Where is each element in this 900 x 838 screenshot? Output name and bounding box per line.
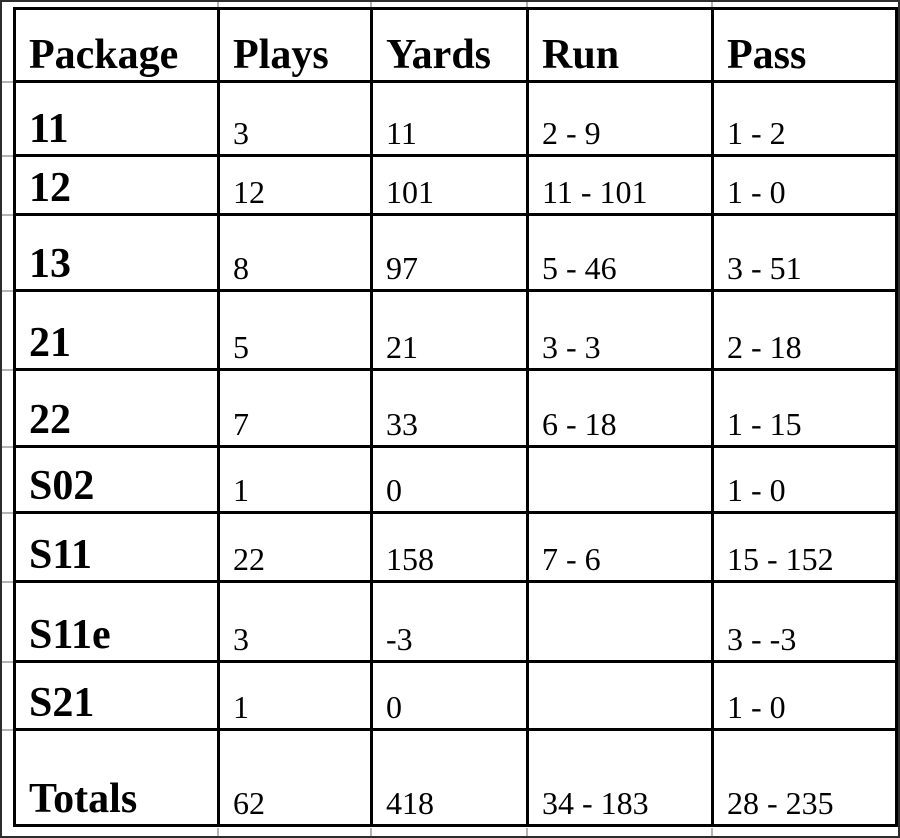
cell-pass: 28 - 235 [711, 728, 898, 827]
column-header-yards: Yards [370, 7, 529, 83]
cell-plays: 12 [217, 154, 373, 216]
cell-pass: 1 - 0 [711, 445, 898, 514]
border-stub [2, 446, 13, 448]
cell-yards: 418 [370, 728, 529, 827]
border-stub [526, 828, 528, 836]
border-stub [2, 214, 13, 216]
border-stub [217, 828, 219, 836]
cell-yards: 11 [370, 80, 529, 157]
table-row-s11e: S11e 3 -3 3 - -3 [13, 580, 898, 663]
cell-run: 11 - 101 [526, 154, 714, 216]
cell-package: S11e [13, 580, 220, 663]
cell-plays: 62 [217, 728, 373, 827]
table-row-s11: S11 22 158 7 - 6 15 - 152 [13, 511, 898, 583]
table-row-s02: S02 1 0 1 - 0 [13, 445, 898, 514]
table-header: Package Plays Yards Run Pass [13, 7, 898, 83]
cell-run [526, 660, 714, 731]
cell-plays: 22 [217, 511, 373, 583]
border-stub [2, 512, 13, 514]
cell-pass: 15 - 152 [711, 511, 898, 583]
table-row-12: 12 12 101 11 - 101 1 - 0 [13, 154, 898, 216]
cell-package: 13 [13, 213, 220, 292]
cell-package: S11 [13, 511, 220, 583]
border-stub [2, 729, 13, 731]
table-row-22: 22 7 33 6 - 18 1 - 15 [13, 368, 898, 448]
cell-plays: 3 [217, 80, 373, 157]
cell-run: 3 - 3 [526, 289, 714, 371]
cell-yards: 0 [370, 660, 529, 731]
cell-yards: 97 [370, 213, 529, 292]
border-stub [2, 290, 13, 292]
border-stub [2, 155, 13, 157]
cell-plays: 7 [217, 368, 373, 448]
cell-pass: 2 - 18 [711, 289, 898, 371]
table-row-s21: S21 1 0 1 - 0 [13, 660, 898, 731]
cell-package: 11 [13, 80, 220, 157]
cell-run: 2 - 9 [526, 80, 714, 157]
cell-pass: 1 - 0 [711, 154, 898, 216]
cell-yards: 158 [370, 511, 529, 583]
table-row-totals: Totals 62 418 34 - 183 28 - 235 [13, 728, 898, 827]
cell-package: Totals [13, 728, 220, 827]
column-header-package: Package [13, 7, 220, 83]
cell-package: S21 [13, 660, 220, 731]
cell-yards: 21 [370, 289, 529, 371]
cell-package: 21 [13, 289, 220, 371]
cell-pass: 1 - 15 [711, 368, 898, 448]
cell-package: 12 [13, 154, 220, 216]
cell-package: 22 [13, 368, 220, 448]
cell-plays: 1 [217, 445, 373, 514]
cell-package: S02 [13, 445, 220, 514]
cell-run [526, 580, 714, 663]
border-stub [2, 661, 13, 663]
cell-pass: 1 - 0 [711, 660, 898, 731]
cell-run: 5 - 46 [526, 213, 714, 292]
column-header-plays: Plays [217, 7, 373, 83]
cell-run: 7 - 6 [526, 511, 714, 583]
border-stub [711, 828, 713, 836]
cell-plays: 5 [217, 289, 373, 371]
column-header-pass: Pass [711, 7, 898, 83]
border-stub [2, 369, 13, 371]
border-stub [370, 828, 372, 836]
border-stub [2, 81, 13, 83]
cell-run: 34 - 183 [526, 728, 714, 827]
cell-plays: 1 [217, 660, 373, 731]
cell-yards: 101 [370, 154, 529, 216]
cell-pass: 3 - 51 [711, 213, 898, 292]
cell-plays: 3 [217, 580, 373, 663]
cell-yards: 0 [370, 445, 529, 514]
column-header-run: Run [526, 7, 714, 83]
cell-yards: 33 [370, 368, 529, 448]
cell-plays: 8 [217, 213, 373, 292]
cell-run [526, 445, 714, 514]
table-row-13: 13 8 97 5 - 46 3 - 51 [13, 213, 898, 292]
cell-run: 6 - 18 [526, 368, 714, 448]
cell-pass: 3 - -3 [711, 580, 898, 663]
border-stub [2, 581, 13, 583]
cell-pass: 1 - 2 [711, 80, 898, 157]
header-row: Package Plays Yards Run Pass [13, 7, 898, 83]
cell-yards: -3 [370, 580, 529, 663]
